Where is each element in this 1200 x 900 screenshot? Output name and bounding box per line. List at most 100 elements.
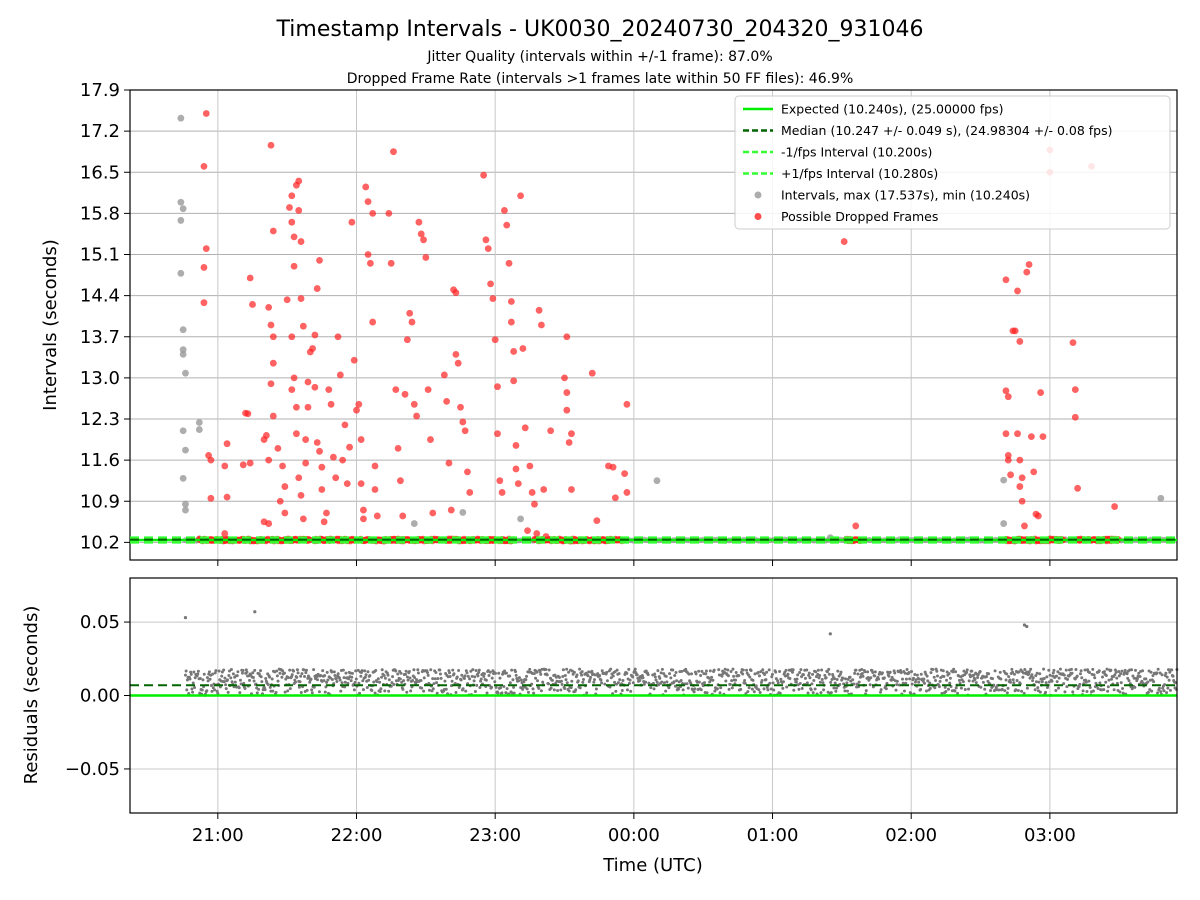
residual-point xyxy=(852,682,856,686)
residual-point xyxy=(1105,667,1109,671)
residual-point xyxy=(479,677,483,681)
residual-point xyxy=(808,676,812,680)
residual-point xyxy=(1031,676,1035,680)
residual-point xyxy=(1012,672,1016,676)
residual-point xyxy=(264,677,268,681)
residual-point xyxy=(383,676,387,680)
interval-point xyxy=(182,500,189,508)
residual-point xyxy=(312,685,316,689)
residual-point xyxy=(310,688,314,692)
residual-point xyxy=(1119,672,1123,676)
residual-point xyxy=(713,689,717,693)
residual-point xyxy=(236,670,240,674)
residual-point xyxy=(675,679,679,683)
legend-box xyxy=(734,95,1171,230)
dropped-frame-point xyxy=(517,192,525,200)
dropped-frame-point xyxy=(563,389,571,396)
residual-point xyxy=(326,678,330,682)
residual-point xyxy=(1055,680,1059,684)
residual-point xyxy=(541,680,545,684)
residual-point xyxy=(416,671,420,675)
x-tick-label-3: 00:00 xyxy=(608,825,660,846)
residual-point xyxy=(765,685,769,689)
residual-point xyxy=(1062,673,1066,677)
residual-point xyxy=(230,680,234,684)
residual-point xyxy=(209,684,213,688)
residual-point xyxy=(933,686,937,690)
residual-point xyxy=(486,669,490,673)
residual-point xyxy=(1011,678,1015,682)
residual-point xyxy=(763,672,767,676)
residual-point xyxy=(699,688,703,692)
dropped-frame-point xyxy=(327,400,335,408)
residual-point xyxy=(902,689,906,693)
interval-point xyxy=(182,369,189,377)
residual-point xyxy=(863,670,867,674)
residual-point xyxy=(778,669,782,673)
residual-point xyxy=(1115,676,1119,680)
dropped-frame-point xyxy=(408,318,416,326)
dropped-frame-point xyxy=(399,512,407,520)
residual-point xyxy=(563,673,567,677)
residual-point xyxy=(818,680,822,684)
residual-point xyxy=(517,676,521,680)
residual-point xyxy=(1033,688,1037,692)
dropped-frame-point xyxy=(336,371,344,379)
residual-point xyxy=(517,679,521,683)
residual-point xyxy=(890,675,894,679)
residuals-y-ticks: −0.05 0.00 0.05 xyxy=(65,612,130,780)
residual-point xyxy=(1011,670,1015,674)
residual-point xyxy=(278,671,282,675)
residual-point xyxy=(499,686,503,690)
residual-point xyxy=(359,674,363,678)
residual-point xyxy=(525,674,529,678)
residual-point xyxy=(332,670,336,674)
legend-label-4: Intervals, max (17.537s), min (10.240s) xyxy=(781,188,1030,203)
residual-point xyxy=(858,675,862,679)
residual-point xyxy=(803,676,807,680)
residual-point xyxy=(466,674,470,678)
residual-point xyxy=(772,688,776,692)
residuals-y-tick-label-0: −0.05 xyxy=(65,759,120,780)
residual-point xyxy=(944,689,948,693)
residual-point xyxy=(207,670,211,674)
dropped-frame-point xyxy=(387,259,395,267)
residual-point xyxy=(570,679,574,683)
residual-point xyxy=(776,681,780,685)
residual-point xyxy=(493,680,497,684)
residual-point xyxy=(807,671,811,675)
residual-point xyxy=(605,679,609,683)
x-tick-label-2: 23:00 xyxy=(469,825,521,846)
dropped-frame-point xyxy=(267,141,275,149)
residual-point xyxy=(198,676,202,680)
dropped-frame-point xyxy=(445,459,453,467)
residual-point xyxy=(512,685,516,689)
residual-point xyxy=(925,674,929,678)
dropped-frame-point xyxy=(1002,387,1010,395)
residual-point xyxy=(895,679,899,683)
residual-point xyxy=(1150,689,1154,693)
residual-point xyxy=(1097,669,1101,673)
residual-point xyxy=(1063,690,1067,694)
dropped-frame-point xyxy=(512,465,520,473)
residual-point xyxy=(490,685,494,689)
residual-point xyxy=(704,672,708,676)
residual-point xyxy=(498,676,502,680)
residual-point xyxy=(758,690,762,694)
dropped-frame-point xyxy=(1027,433,1035,441)
dropped-frame-point xyxy=(427,436,434,443)
residual-point xyxy=(1098,681,1102,685)
residual-point xyxy=(589,675,593,679)
residual-point xyxy=(625,671,629,675)
residual-point xyxy=(821,681,825,685)
residual-point xyxy=(928,681,932,685)
residual-point xyxy=(833,677,837,681)
dropped-frame-point xyxy=(507,318,515,326)
residual-point xyxy=(781,686,785,690)
residual-point xyxy=(1168,688,1172,692)
residual-point xyxy=(358,691,362,695)
dropped-frame-point xyxy=(623,489,631,496)
residual-point xyxy=(299,674,303,678)
residual-point xyxy=(827,672,831,676)
dropped-frame-point xyxy=(1004,456,1012,464)
